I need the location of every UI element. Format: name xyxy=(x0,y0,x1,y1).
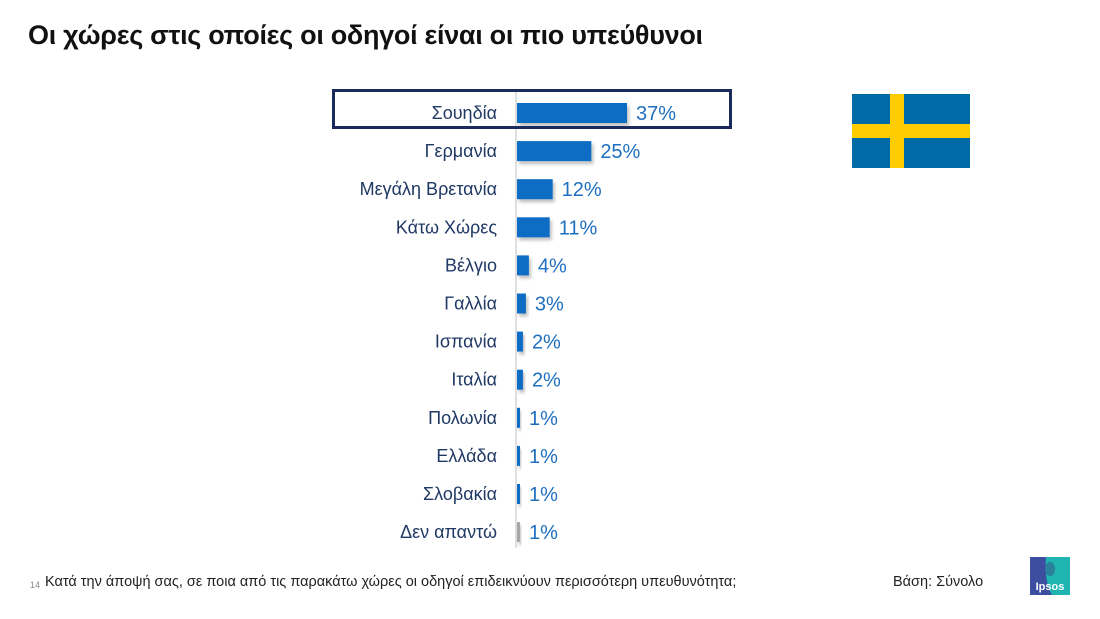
bar xyxy=(517,141,592,162)
survey-question: Κατά την άποψή σας, σε ποια από τις παρα… xyxy=(45,574,737,590)
bar xyxy=(517,255,529,276)
sweden-flag-icon xyxy=(852,94,970,168)
value-label: 1% xyxy=(529,484,558,506)
bar xyxy=(517,369,523,390)
page-number: 14 xyxy=(30,580,41,590)
category-label: Γαλλία xyxy=(444,294,497,314)
bar xyxy=(517,293,526,314)
page-title: Οι χώρες στις οποίες οι οδηγοί είναι οι … xyxy=(28,20,703,50)
svg-text:Ipsos: Ipsos xyxy=(1036,581,1065,593)
category-label: Σουηδία xyxy=(432,103,497,123)
bar xyxy=(517,484,520,504)
bar xyxy=(517,522,520,543)
value-label: 11% xyxy=(559,217,598,239)
category-label: Πολωνία xyxy=(428,408,497,428)
bar xyxy=(517,103,627,123)
bar xyxy=(517,217,550,238)
value-label: 25% xyxy=(600,141,640,163)
value-label: 1% xyxy=(529,522,558,544)
category-label: Βέλγιο xyxy=(445,255,497,275)
value-label: 37% xyxy=(636,103,676,125)
category-label: Ισπανία xyxy=(435,332,497,352)
category-label: Γερμανία xyxy=(425,141,497,161)
bar xyxy=(517,445,520,466)
value-label: 1% xyxy=(529,446,558,468)
category-label: Κάτω Χώρες xyxy=(396,217,497,237)
highlight-box xyxy=(332,89,732,129)
value-label: 3% xyxy=(535,294,564,316)
bar xyxy=(517,331,523,352)
category-label: Σλοβακία xyxy=(423,484,497,504)
category-label: Ιταλία xyxy=(451,370,497,390)
value-label: 4% xyxy=(538,255,567,277)
value-label: 2% xyxy=(532,370,561,392)
bar xyxy=(517,179,553,200)
value-label: 1% xyxy=(529,408,558,430)
value-label: 12% xyxy=(562,179,602,201)
sample-base: Βάση: Σύνολο xyxy=(893,574,984,590)
bar xyxy=(517,407,520,428)
ipsos-logo: Ipsos xyxy=(1030,557,1070,595)
category-label: Ελλάδα xyxy=(436,446,497,466)
value-label: 2% xyxy=(532,332,561,354)
category-label: Μεγάλη Βρετανία xyxy=(360,179,497,199)
category-label: Δεν απαντώ xyxy=(400,522,497,542)
